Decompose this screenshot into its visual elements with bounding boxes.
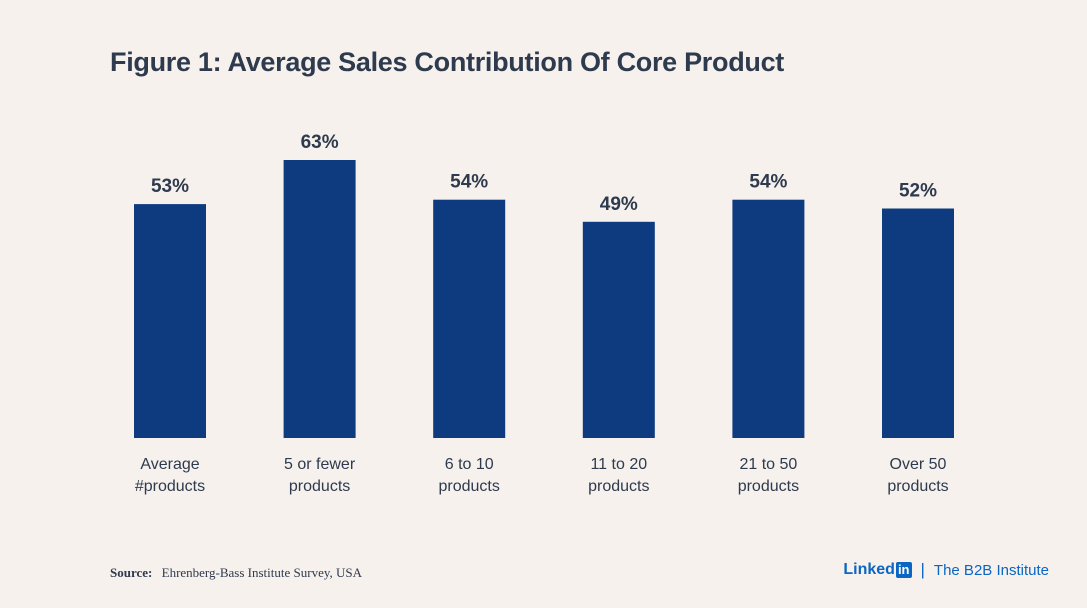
bar-1 (283, 160, 356, 438)
b2b-institute-label: The B2B Institute (933, 561, 1049, 579)
linkedin-logo: Linked in (843, 561, 912, 579)
category-label-4: 21 to 50 products (738, 456, 799, 495)
linkedin-word: Linked (843, 561, 895, 578)
category-label-5: Over 50 products (887, 456, 948, 495)
data-label-0: 53% (151, 176, 189, 197)
category-label-0: Average #products (135, 456, 205, 495)
bar-2 (433, 199, 506, 438)
chart-title: Figure 1: Average Sales Contribution Of … (110, 47, 784, 77)
category-label-3: 11 to 20 products (588, 456, 649, 495)
data-label-3: 49% (600, 194, 638, 215)
brand-separator: | (920, 560, 925, 579)
bar-5 (882, 208, 954, 438)
category-label-2: 6 to 10 products (439, 456, 500, 495)
data-label-1: 63% (301, 132, 339, 153)
source-note: Source: Ehrenberg-Bass Institute Survey,… (110, 565, 362, 581)
data-label-2: 54% (450, 172, 488, 193)
source-label: Source: (110, 565, 153, 580)
bar-0 (134, 204, 206, 438)
linkedin-in-box: in (895, 562, 912, 578)
bar-4 (732, 199, 805, 438)
data-label-4: 54% (749, 172, 787, 193)
source-text: Ehrenberg-Bass Institute Survey, USA (161, 565, 363, 580)
bar-3 (582, 221, 655, 438)
brand-footer: Linked in | The B2B Institute (843, 560, 1049, 580)
data-label-5: 52% (899, 181, 937, 202)
category-label-1: 5 or fewer products (284, 456, 356, 495)
